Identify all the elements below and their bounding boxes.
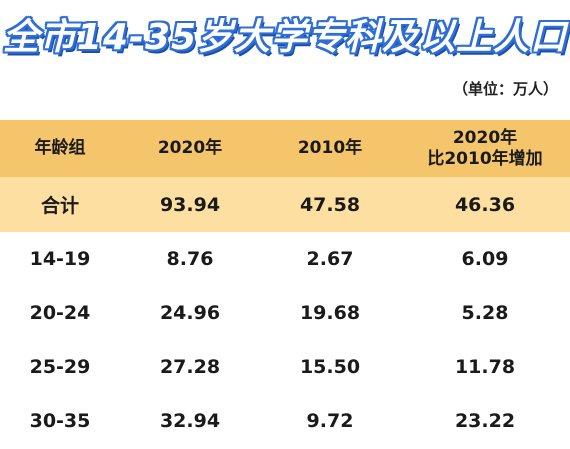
header-2020: 2020年 <box>157 138 223 158</box>
row-2010: 2.67 <box>306 248 354 270</box>
row-age-group: 20-24 <box>29 302 91 324</box>
row-increase: 6.09 <box>461 248 509 270</box>
row-2010: 15.50 <box>299 356 361 378</box>
header-row: 年龄组 2020年 2010年 2020年 比2010年增加 <box>0 120 570 177</box>
population-table: 年龄组 2020年 2010年 2020年 比2010年增加 合计 93.94 … <box>0 120 570 448</box>
total-2010: 47.58 <box>299 193 361 216</box>
row-age-group: 14-19 <box>29 248 91 270</box>
total-label: 合计 <box>40 195 79 217</box>
row-2020: 27.28 <box>159 356 221 378</box>
unit-note: （单位：万人） <box>452 80 558 98</box>
row-age-group: 25-29 <box>29 356 91 378</box>
header-increase-line2: 比2010年增加 <box>427 148 543 169</box>
row-2020: 24.96 <box>159 302 221 324</box>
table-body: 合计 93.94 47.58 46.36 14-19 8.76 2.67 6.0… <box>0 177 570 448</box>
title-banner: 全市14-35岁大学专科及以上人口 <box>0 12 570 64</box>
row-increase: 5.28 <box>461 302 509 324</box>
header-increase-line1: 2020年 <box>452 127 518 148</box>
header-age-group: 年龄组 <box>34 138 86 158</box>
table-row: 30-35 32.94 9.72 23.22 <box>0 394 570 448</box>
header-increase: 2020年 比2010年增加 <box>400 120 570 177</box>
header-2010: 2010年 <box>297 138 363 158</box>
row-2020: 8.76 <box>166 248 214 270</box>
table-header: 年龄组 2020年 2010年 2020年 比2010年增加 <box>0 120 570 177</box>
row-increase: 11.78 <box>454 356 516 378</box>
row-increase: 23.22 <box>454 410 516 432</box>
total-increase: 46.36 <box>454 193 516 216</box>
total-row: 合计 93.94 47.58 46.36 <box>0 177 570 232</box>
row-age-group: 30-35 <box>29 410 91 432</box>
table-row: 25-29 27.28 15.50 11.78 <box>0 340 570 394</box>
page-title: 全市14-35岁大学专科及以上人口 <box>2 16 568 59</box>
row-2020: 32.94 <box>159 410 221 432</box>
total-2020: 93.94 <box>159 193 221 216</box>
table-row: 20-24 24.96 19.68 5.28 <box>0 286 570 340</box>
table-row: 14-19 8.76 2.67 6.09 <box>0 232 570 286</box>
row-2010: 9.72 <box>306 410 354 432</box>
row-2010: 19.68 <box>299 302 361 324</box>
